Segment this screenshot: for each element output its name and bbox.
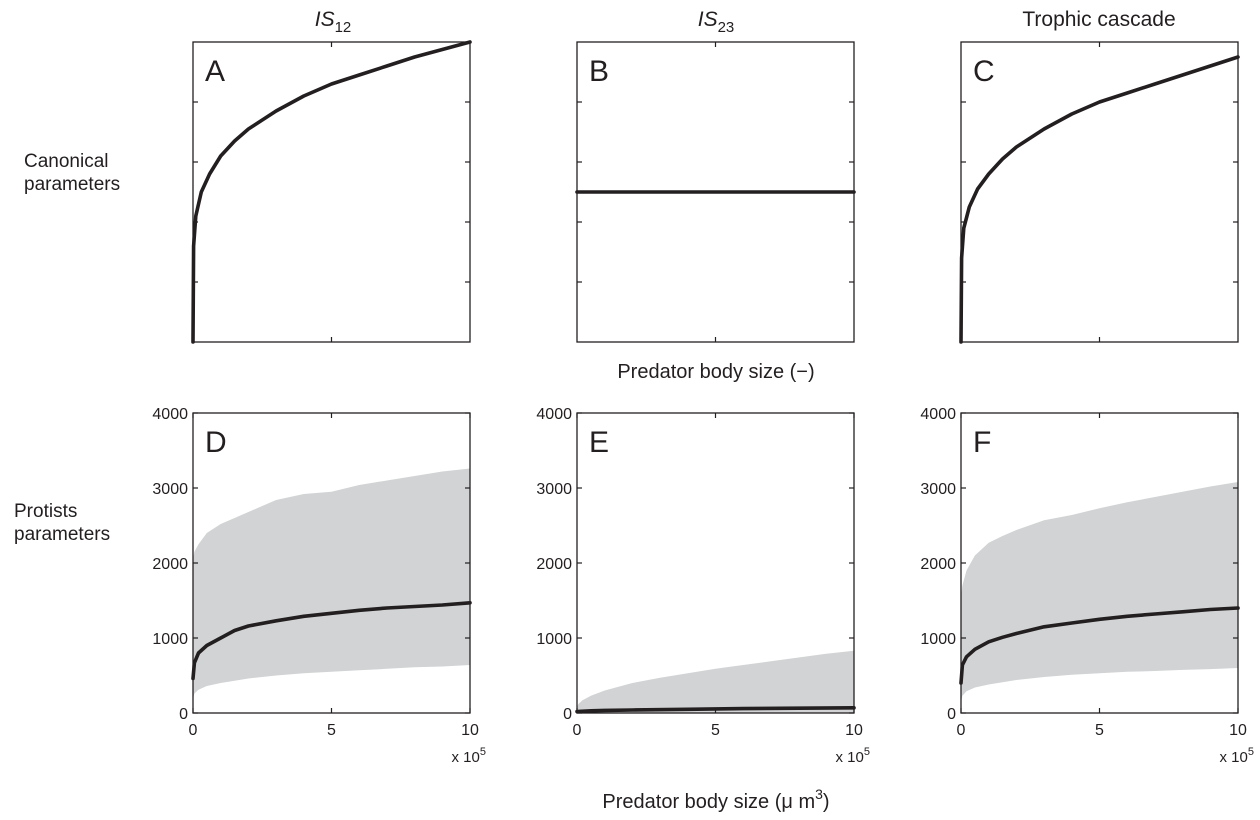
panel-f-x-tick-label: 5 <box>1095 722 1104 739</box>
row-label-canonical-line2: parameters <box>24 174 120 195</box>
panel-e-letter: E <box>589 426 609 459</box>
panel-e-y-tick-label: 1000 <box>536 631 572 648</box>
column-title-is23: IS23 <box>698 8 735 36</box>
row-label-protists-line1: Protists <box>14 501 77 522</box>
panel-e-series-line <box>575 706 856 714</box>
panel-d-y-tick-label: 0 <box>179 706 188 723</box>
panel-f: 0 5 10 0 1000 2000 3000 4000 Fx 105 <box>920 406 1254 766</box>
row-label-protists-line2: parameters <box>14 524 110 545</box>
panel-e-y-tick-label: 3000 <box>536 481 572 498</box>
panel-f-y-tick-label: 1000 <box>920 631 956 648</box>
panel-f-y-tick-label: 3000 <box>920 481 956 498</box>
column-title-is12: IS12 <box>315 8 352 36</box>
panel-f-x-tick-label: 10 <box>1229 722 1247 739</box>
panel-e-y-tick-label: 2000 <box>536 556 572 573</box>
panel-e-y-tick-label: 4000 <box>536 406 572 423</box>
panel-e-confidence-band <box>577 650 854 713</box>
panel-d-confidence-band <box>193 468 470 700</box>
x-axis-title-canonical: Predator body size (−) <box>617 361 814 383</box>
panel-d-y-tick-label: 2000 <box>152 556 188 573</box>
panel-e-x-tick-label: 10 <box>845 722 863 739</box>
x-axis-title-protists: Predator body size (μ m3) <box>602 786 829 813</box>
panel-f-y-tick-label: 0 <box>947 706 956 723</box>
panel-b-letter: B <box>589 55 609 88</box>
panel-c-letter: C <box>973 55 995 88</box>
panel-a: A <box>191 40 472 344</box>
panel-d-y-tick-label: 1000 <box>152 631 188 648</box>
panel-c-frame <box>960 41 1239 343</box>
column-title-trophic-cascade: Trophic cascade <box>1022 8 1175 31</box>
panel-c-series-line <box>959 55 1240 344</box>
panel-d-x-tick-label: 0 <box>189 722 198 739</box>
panel-d-x-tick-label: 10 <box>461 722 479 739</box>
panel-c: C <box>959 41 1240 344</box>
panel-e-x-tick-label: 5 <box>711 722 720 739</box>
panel-f-y-tick-label: 4000 <box>920 406 956 423</box>
panel-a-series-line <box>191 40 472 344</box>
panel-f-confidence-band <box>961 482 1238 702</box>
panel-d-series-line <box>191 601 472 681</box>
panel-d-x-multiplier: x 105 <box>452 746 486 766</box>
panel-a-letter: A <box>205 55 225 88</box>
panel-d-y-tick-label: 4000 <box>152 406 188 423</box>
panel-b: B <box>575 41 856 343</box>
panel-d-x-tick-label: 5 <box>327 722 336 739</box>
panel-e-x-multiplier: x 105 <box>836 746 870 766</box>
row-label-canonical-line1: Canonical <box>24 151 109 172</box>
panel-d: 0 5 10 0 1000 2000 3000 4000 Dx 105 <box>152 406 486 766</box>
panel-e: 0 5 10 0 1000 2000 3000 4000 Ex 105 <box>536 406 870 766</box>
panel-f-y-tick-label: 2000 <box>920 556 956 573</box>
panel-e-y-tick-label: 0 <box>563 706 572 723</box>
panel-e-x-tick-label: 0 <box>573 722 582 739</box>
panel-f-series-line <box>959 606 1240 685</box>
panel-f-x-tick-label: 0 <box>957 722 966 739</box>
panel-a-frame <box>192 41 471 343</box>
panel-d-y-tick-label: 3000 <box>152 481 188 498</box>
panel-f-x-multiplier: x 105 <box>1220 746 1254 766</box>
panel-d-letter: D <box>205 426 227 459</box>
panel-f-letter: F <box>973 426 991 459</box>
